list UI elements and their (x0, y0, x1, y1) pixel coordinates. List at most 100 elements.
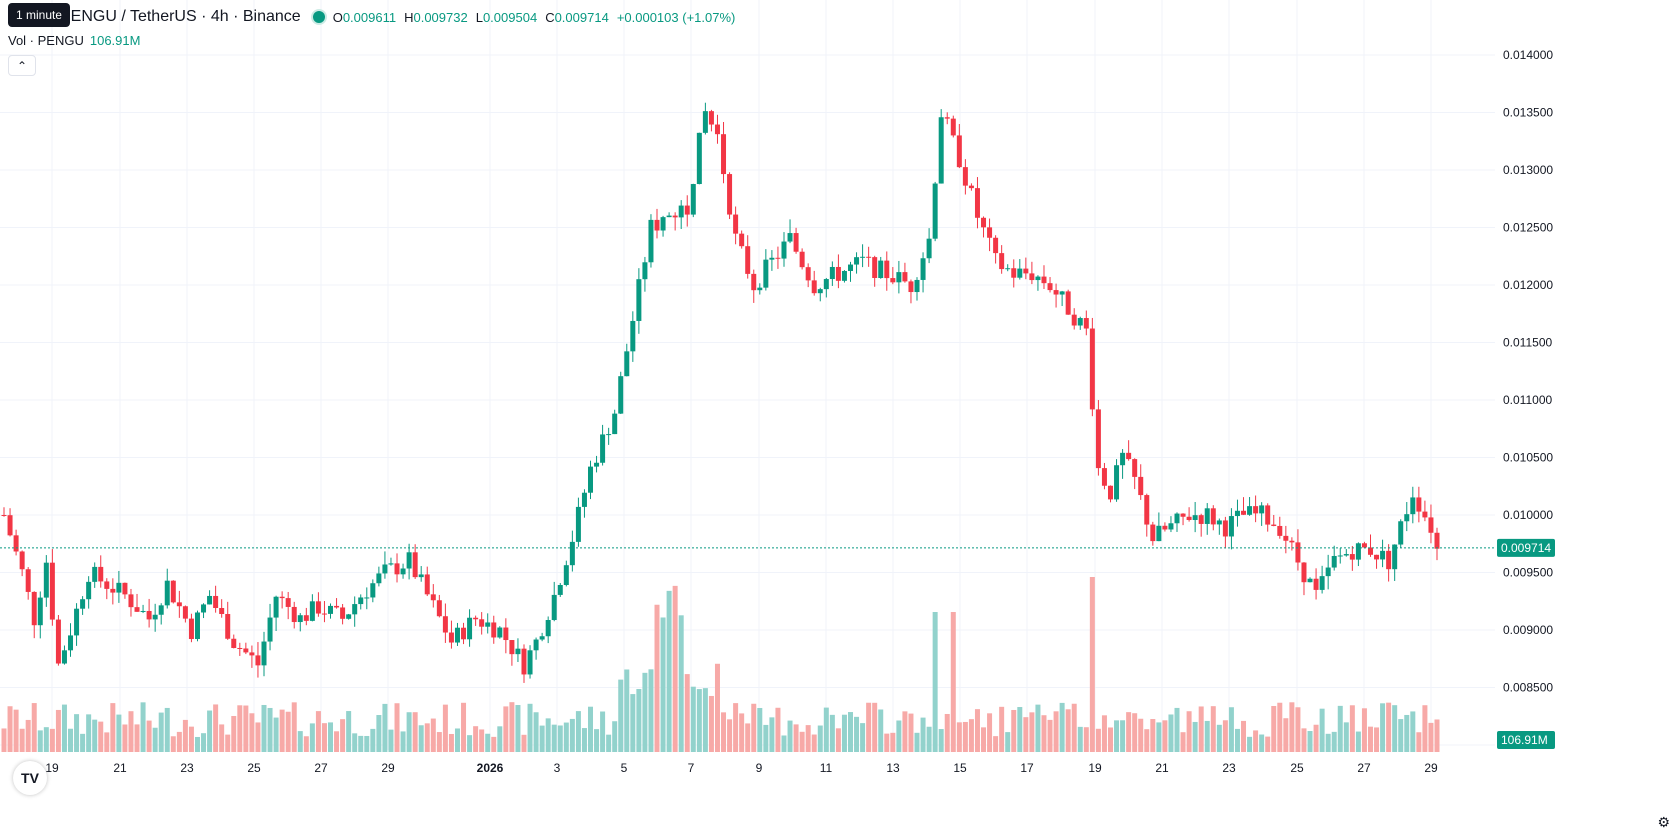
candle-body (1319, 576, 1325, 590)
candle-body (7, 515, 13, 536)
candle-body (1355, 543, 1361, 560)
candle-body (539, 636, 545, 640)
candle-body (787, 233, 793, 242)
volume-bar (708, 695, 714, 752)
volume-bar (1126, 712, 1132, 752)
volume-bar (793, 724, 799, 752)
volume-bar (394, 703, 400, 752)
volume-bar (1416, 732, 1422, 752)
volume-bar (491, 736, 497, 752)
volume-bar (733, 703, 739, 752)
volume-bar (660, 617, 666, 752)
volume-bar (376, 715, 382, 752)
candle-body (497, 627, 503, 638)
x-tick-label: 29 (1424, 761, 1438, 775)
volume-bar (769, 717, 775, 752)
volume-bar (267, 707, 273, 752)
candle-body (370, 583, 376, 598)
volume-bar (1029, 712, 1035, 752)
candle-body (1434, 532, 1440, 549)
open-value: 0.009611 (342, 9, 397, 25)
volume-bar (569, 718, 575, 752)
candle-body (1174, 513, 1180, 524)
symbol-header: PENGU / TetherUS · 4h · Binance O0.00961… (60, 6, 735, 28)
x-tick-label: 7 (688, 761, 695, 775)
gear-icon[interactable]: ⚙ (1657, 814, 1670, 830)
volume-bar (1077, 726, 1083, 752)
candle-body (618, 376, 624, 414)
volume-bar (902, 711, 908, 752)
tradingview-logo[interactable]: TV (13, 761, 47, 795)
volume-bar (388, 729, 394, 752)
volume-bar (400, 731, 406, 752)
volume-bar (509, 702, 515, 752)
volume-bar (503, 706, 509, 752)
low-value: 0.009504 (482, 9, 538, 25)
candle-body (467, 617, 473, 640)
volume-bar (1361, 708, 1367, 752)
collapse-legend-button[interactable]: ⌃ (8, 55, 36, 76)
volume-bar (606, 734, 612, 752)
candle-body (237, 647, 243, 649)
candle-body (1114, 465, 1120, 500)
volume-bar (328, 722, 334, 752)
candle-body (1186, 516, 1192, 521)
candle-body (49, 562, 55, 620)
volume-bar (309, 723, 315, 752)
volume-bar (817, 725, 823, 752)
interval-tooltip: 1 minute (8, 3, 71, 27)
candle-body (829, 266, 835, 280)
candle-body (1361, 543, 1367, 548)
volume-bar (1011, 709, 1017, 752)
candle-body (1126, 452, 1132, 460)
volume-bar (321, 723, 327, 752)
volume-bar (956, 722, 962, 752)
volume-bar (194, 736, 200, 752)
volume-bar (678, 615, 684, 752)
candle-body (1041, 276, 1047, 284)
volume-bar (981, 727, 987, 752)
volume-bar (1253, 730, 1259, 752)
candle-body (944, 117, 950, 119)
candle-body (340, 607, 346, 619)
candle-body (902, 272, 908, 282)
volume-bar (1228, 707, 1234, 752)
last-price-label: 0.009714 (1501, 541, 1551, 555)
candle-body (388, 563, 394, 565)
volume-bar (1180, 732, 1186, 752)
candle-body (170, 580, 176, 603)
candle-body (1011, 268, 1017, 278)
volume-bar (1271, 705, 1277, 752)
volume-bar (158, 712, 164, 752)
candle-body (225, 614, 231, 639)
candle-body (188, 618, 194, 640)
candle-body (473, 617, 479, 620)
candle-body (817, 289, 823, 294)
volume-bar (1065, 709, 1071, 752)
symbol-title[interactable]: PENGU / TetherUS · 4h · Binance (60, 8, 301, 25)
volume-label[interactable]: Vol · PENGU (8, 33, 84, 48)
candle-body (1386, 550, 1392, 570)
candle-body (43, 562, 49, 598)
candle-body (1416, 497, 1422, 512)
volume-bar (914, 732, 920, 752)
candle-body (938, 117, 944, 184)
volume-bar (1144, 729, 1150, 752)
volume-bar (213, 704, 219, 752)
volume-bar (1005, 732, 1011, 752)
candle-body (297, 615, 303, 623)
volume-bar (1089, 577, 1095, 752)
volume-bar (61, 704, 67, 752)
volume-bar (757, 707, 763, 752)
volume-bar (702, 688, 708, 752)
volume-bar (642, 672, 648, 752)
candle-body (1428, 517, 1434, 533)
candle-body (1234, 510, 1240, 517)
candle-body (1162, 525, 1168, 530)
candle-body (267, 617, 273, 642)
volume-bar (1313, 724, 1319, 752)
candle-body (981, 217, 987, 228)
volume-bar (92, 719, 98, 752)
candle-body (503, 627, 509, 641)
